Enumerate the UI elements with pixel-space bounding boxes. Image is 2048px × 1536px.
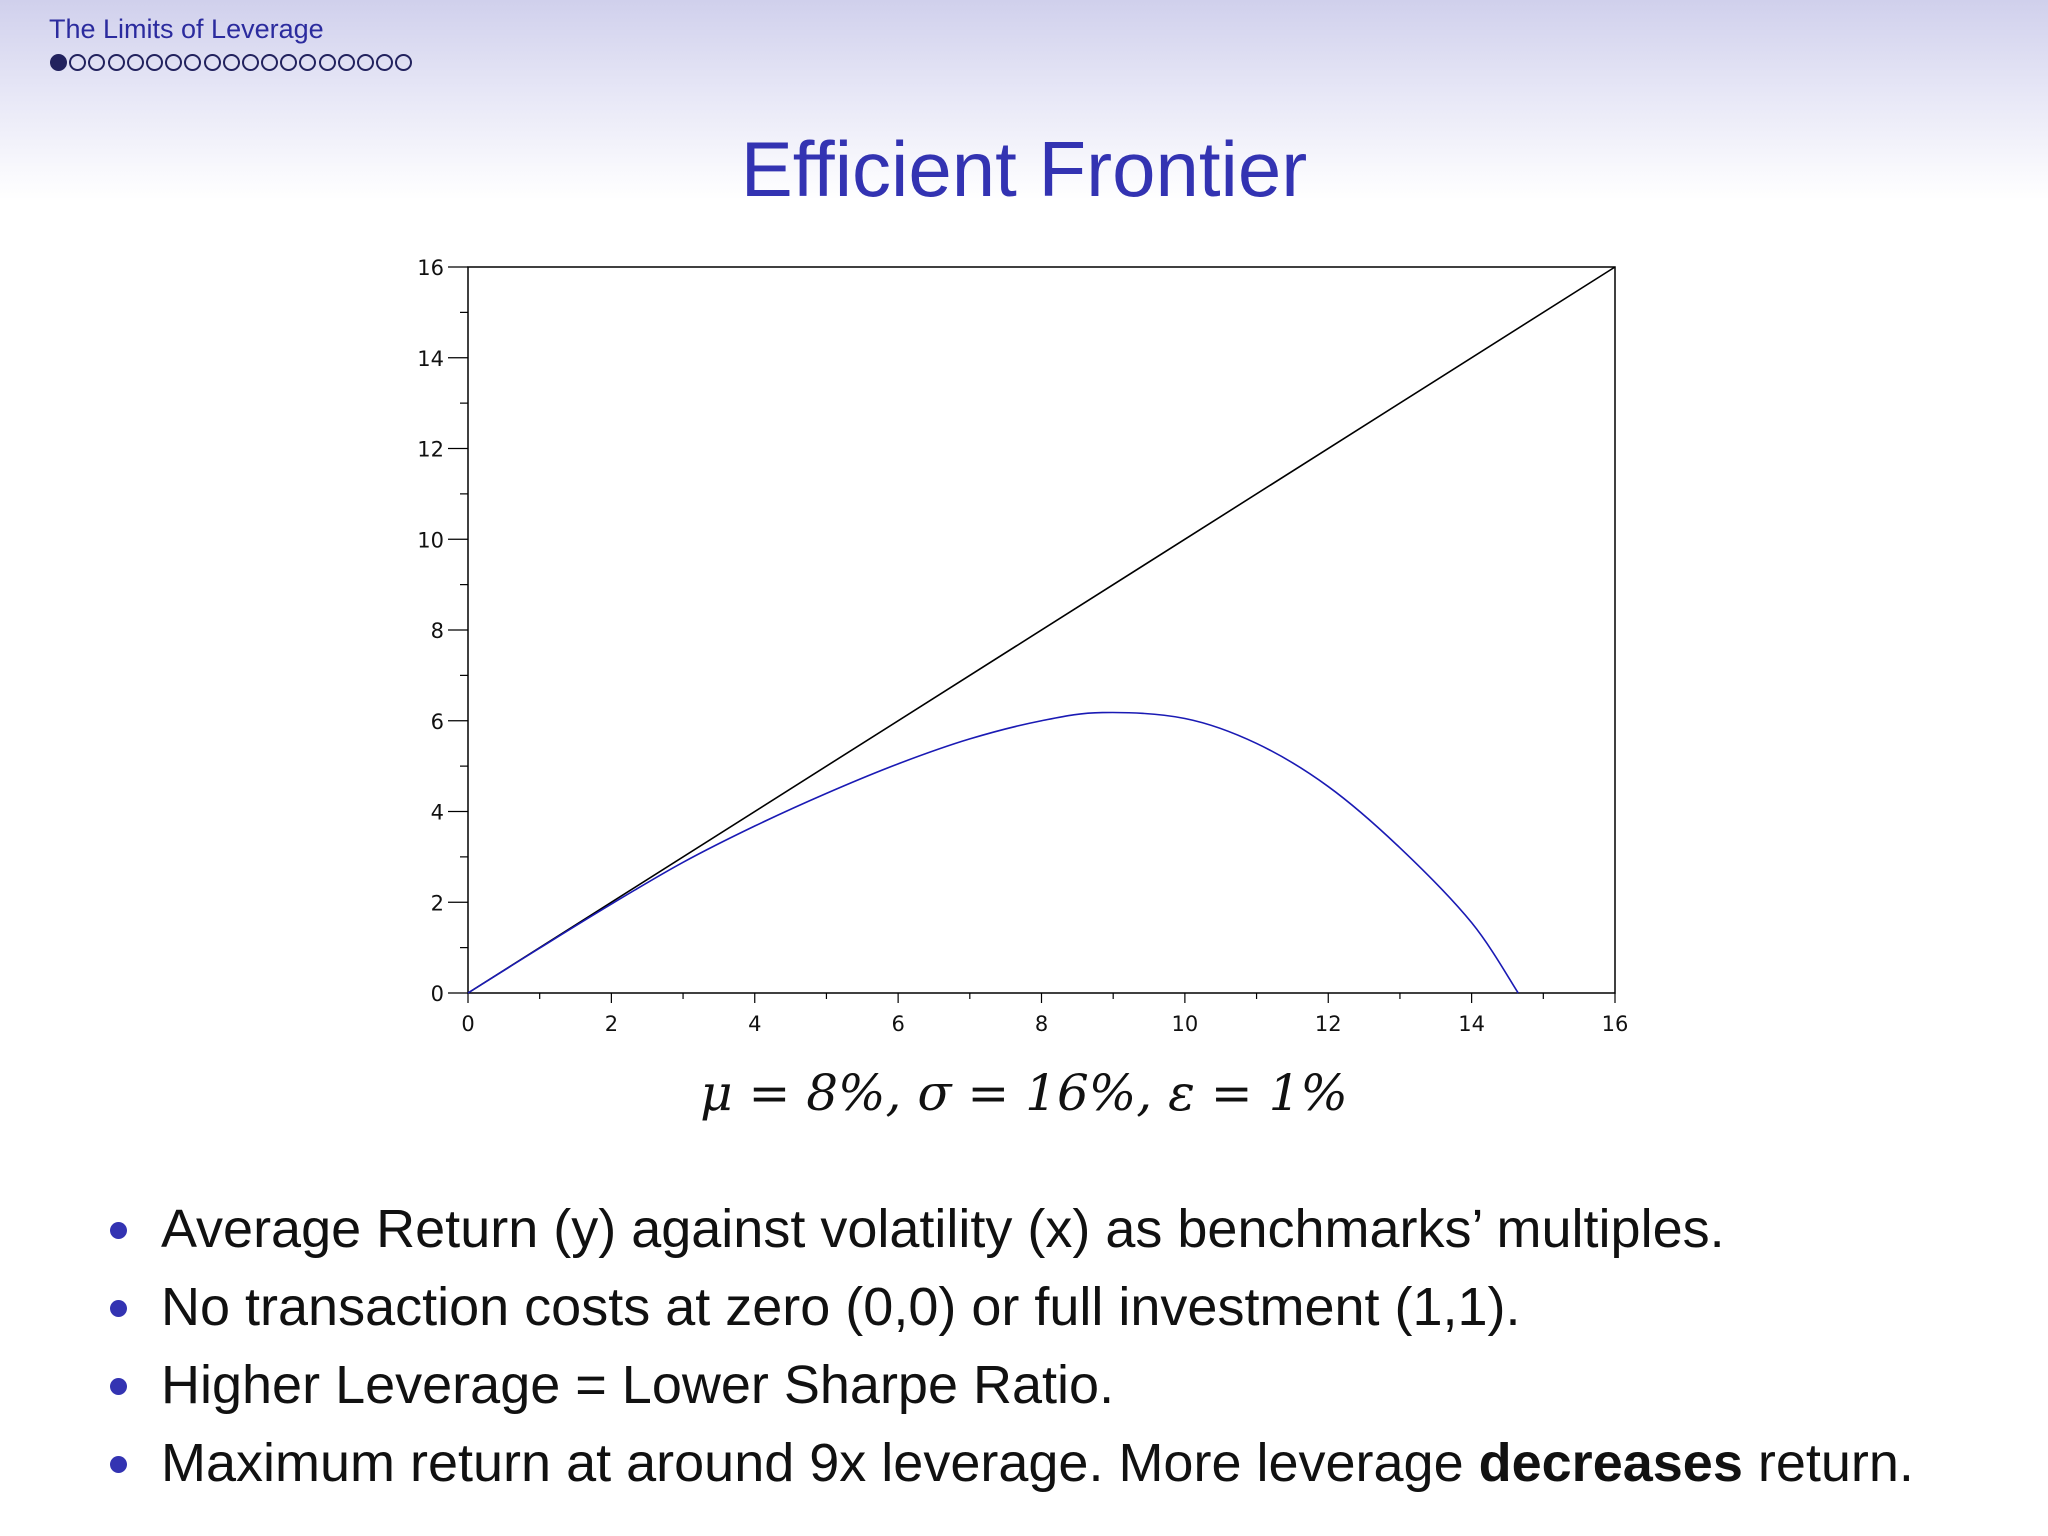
- y-tick-label: 6: [431, 710, 444, 734]
- nav-dot[interactable]: [50, 54, 67, 71]
- x-tick-label: 14: [1458, 1012, 1485, 1036]
- nav-dot[interactable]: [261, 54, 279, 71]
- x-tick-label: 0: [461, 1012, 474, 1036]
- nav-dot[interactable]: [126, 54, 144, 71]
- nav-dot[interactable]: [165, 54, 183, 71]
- nav-dot[interactable]: [88, 54, 106, 71]
- nav-dot[interactable]: [337, 54, 355, 71]
- bullet-text: Average Return (y) against volatility (x…: [161, 1199, 1725, 1259]
- bullet-item: Average Return (y) against volatility (x…: [110, 1190, 1914, 1268]
- x-tick-label: 12: [1315, 1012, 1342, 1036]
- nav-dot[interactable]: [318, 54, 336, 71]
- nav-dot[interactable]: [145, 54, 163, 71]
- frontier-curve: [467, 711, 1519, 994]
- y-tick-label: 10: [417, 528, 444, 552]
- nav-dot[interactable]: [357, 54, 374, 71]
- nav-dot[interactable]: [376, 54, 394, 71]
- y-tick-label: 12: [417, 438, 444, 462]
- navigation-dots: [50, 54, 413, 76]
- bullet-text-pre: Maximum return at around 9x leverage. Mo…: [161, 1433, 1479, 1493]
- nav-dot[interactable]: [241, 54, 259, 71]
- y-tick-label: 14: [417, 347, 444, 371]
- y-tick-label: 8: [431, 619, 444, 643]
- nav-dot[interactable]: [203, 54, 221, 71]
- y-tick-label: 0: [431, 982, 444, 1006]
- bullet-item: Higher Leverage = Lower Sharpe Ratio.: [110, 1346, 1914, 1424]
- benchmark-line: [467, 266, 1616, 994]
- bullet-text: Higher Leverage = Lower Sharpe Ratio.: [161, 1355, 1115, 1415]
- bullet-text-post: return.: [1742, 1433, 1914, 1493]
- header-band: [0, 0, 2048, 200]
- x-tick-label: 16: [1602, 1012, 1629, 1036]
- x-tick-label: 2: [605, 1012, 618, 1036]
- y-tick-label: 16: [417, 256, 444, 280]
- nav-dot[interactable]: [395, 54, 413, 71]
- bullet-list: Average Return (y) against volatility (x…: [110, 1190, 1914, 1502]
- nav-dot[interactable]: [299, 54, 317, 71]
- bullet-text-bold: decreases: [1478, 1433, 1743, 1493]
- bullet-item: Maximum return at around 9x leverage. Mo…: [110, 1424, 1914, 1502]
- y-tick-label: 2: [431, 891, 444, 915]
- y-tick-label: 4: [431, 801, 444, 825]
- x-tick-label: 6: [891, 1012, 904, 1036]
- nav-dot[interactable]: [280, 54, 298, 71]
- frame-title: Efficient Frontier: [740, 125, 1308, 213]
- chart-caption: μ = 8%, σ = 16%, ε = 1%: [700, 1064, 1348, 1122]
- bullet-item: No transaction costs at zero (0,0) or fu…: [110, 1268, 1914, 1346]
- nav-dot[interactable]: [222, 54, 240, 71]
- x-tick-label: 8: [1035, 1012, 1048, 1036]
- bullet-text: No transaction costs at zero (0,0) or fu…: [161, 1277, 1521, 1337]
- x-tick-label: 4: [748, 1012, 761, 1036]
- nav-dot[interactable]: [69, 54, 87, 71]
- efficient-frontier-chart: 0 2 4 6 8 10 12 14 16 0 2 4 6 8 10 12 14 16: [417, 256, 1629, 1036]
- nav-dot[interactable]: [184, 54, 202, 71]
- section-title[interactable]: The Limits of Leverage: [49, 14, 324, 44]
- x-tick-label: 10: [1172, 1012, 1199, 1036]
- nav-dot[interactable]: [107, 54, 125, 71]
